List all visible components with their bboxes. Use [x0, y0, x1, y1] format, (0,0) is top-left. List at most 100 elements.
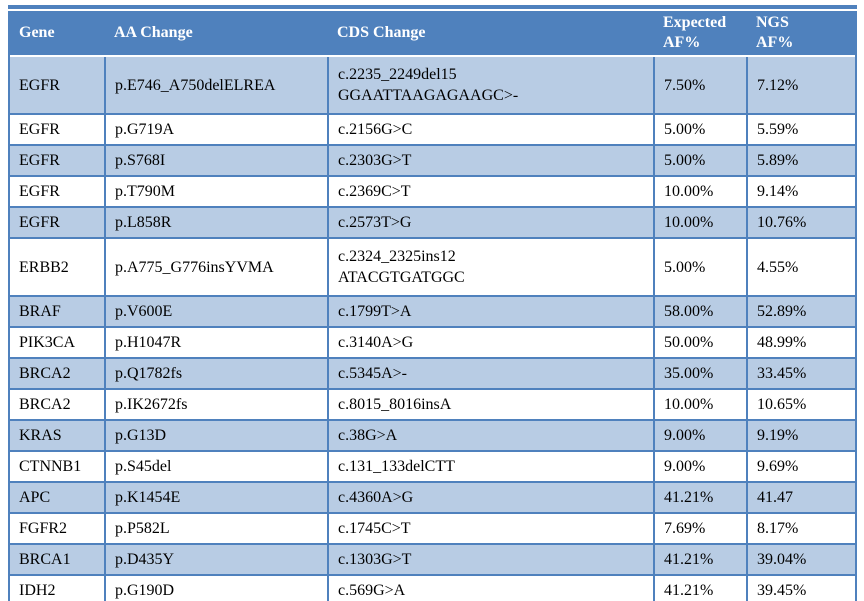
variant-table-frame: Gene AA Change CDS Change Expected AF% N…	[8, 11, 857, 601]
cell-ngs-af: 4.55%	[746, 237, 855, 297]
cell-gene: IDH2	[10, 574, 106, 601]
cell-gene: CTNNB1	[10, 450, 106, 483]
column-header-ngs-af: NGS AF%	[747, 11, 855, 57]
table-row: PIK3CA p.H1047R c.3140A>G 50.00% 48.99%	[10, 326, 855, 359]
cell-expected-af: 9.00%	[653, 450, 748, 483]
table-row: CTNNB1 p.S45del c.131_133delCTT 9.00% 9.…	[10, 450, 855, 483]
cell-aa-change: p.V600E	[104, 295, 329, 328]
cell-ngs-af: 10.76%	[746, 206, 855, 239]
column-header-expected-af: Expected AF%	[654, 11, 747, 57]
table-header: Gene AA Change CDS Change Expected AF% N…	[10, 11, 855, 57]
cell-cds-change: c.2324_2325ins12 ATACGTGATGGC	[327, 237, 655, 297]
column-header-cds-change: CDS Change	[328, 11, 654, 57]
cell-aa-change: p.S768I	[104, 144, 329, 177]
cell-cds-change: c.2156G>C	[327, 113, 655, 146]
cell-ngs-af: 5.89%	[746, 144, 855, 177]
cell-cds-change: c.38G>A	[327, 419, 655, 452]
cell-aa-change: p.S45del	[104, 450, 329, 483]
table-row: EGFR p.L858R c.2573T>G 10.00% 10.76%	[10, 206, 855, 239]
cell-aa-change: p.IK2672fs	[104, 388, 329, 421]
cell-expected-af: 58.00%	[653, 295, 748, 328]
cell-aa-change: p.A775_G776insYVMA	[104, 237, 329, 297]
cell-ngs-af: 33.45%	[746, 357, 855, 390]
table-row: EGFR p.G719A c.2156G>C 5.00% 5.59%	[10, 113, 855, 146]
cell-expected-af: 41.21%	[653, 574, 748, 601]
cell-cds-change: c.1303G>T	[327, 543, 655, 576]
table-row: APC p.K1454E c.4360A>G 41.21% 41.47	[10, 481, 855, 514]
cell-ngs-af: 8.17%	[746, 512, 855, 545]
cell-gene: BRCA2	[10, 357, 106, 390]
cell-cds-change: c.8015_8016insA	[327, 388, 655, 421]
cell-gene: KRAS	[10, 419, 106, 452]
cell-ngs-af: 10.65%	[746, 388, 855, 421]
table-row: ERBB2 p.A775_G776insYVMA c.2324_2325ins1…	[10, 237, 855, 297]
cell-gene: APC	[10, 481, 106, 514]
table-row: EGFR p.S768I c.2303G>T 5.00% 5.89%	[10, 144, 855, 177]
cell-aa-change: p.E746_A750delELREA	[104, 56, 329, 115]
cell-gene: EGFR	[10, 206, 106, 239]
cell-expected-af: 5.00%	[653, 144, 748, 177]
cell-expected-af: 35.00%	[653, 357, 748, 390]
cell-expected-af: 10.00%	[653, 175, 748, 208]
table-row: EGFR p.T790M c.2369C>T 10.00% 9.14%	[10, 175, 855, 208]
cell-cds-change: c.1799T>A	[327, 295, 655, 328]
cell-cds-change: c.3140A>G	[327, 326, 655, 359]
cell-cds-change: c.2369C>T	[327, 175, 655, 208]
cell-expected-af: 41.21%	[653, 481, 748, 514]
table-row: BRCA2 p.IK2672fs c.8015_8016insA 10.00% …	[10, 388, 855, 421]
cell-ngs-af: 48.99%	[746, 326, 855, 359]
table-row: BRCA1 p.D435Y c.1303G>T 41.21% 39.04%	[10, 543, 855, 576]
cell-ngs-af: 7.12%	[746, 56, 855, 115]
cell-aa-change: p.G190D	[104, 574, 329, 601]
table-row: EGFR p.E746_A750delELREA c.2235_2249del1…	[10, 56, 855, 115]
cell-expected-af: 41.21%	[653, 543, 748, 576]
table-row: KRAS p.G13D c.38G>A 9.00% 9.19%	[10, 419, 855, 452]
cell-expected-af: 7.50%	[653, 56, 748, 115]
table-row: FGFR2 p.P582L c.1745C>T 7.69% 8.17%	[10, 512, 855, 545]
cell-ngs-af: 9.19%	[746, 419, 855, 452]
column-header-aa-change: AA Change	[105, 11, 328, 57]
cell-expected-af: 9.00%	[653, 419, 748, 452]
cell-cds-change: c.569G>A	[327, 574, 655, 601]
variant-table: Gene AA Change CDS Change Expected AF% N…	[10, 11, 855, 601]
cell-ngs-af: 9.14%	[746, 175, 855, 208]
cell-gene: EGFR	[10, 56, 106, 115]
cell-expected-af: 7.69%	[653, 512, 748, 545]
cell-aa-change: p.P582L	[104, 512, 329, 545]
cell-ngs-af: 39.04%	[746, 543, 855, 576]
cell-cds-change: c.4360A>G	[327, 481, 655, 514]
cell-ngs-af: 41.47	[746, 481, 855, 514]
cell-ngs-af: 9.69%	[746, 450, 855, 483]
cell-expected-af: 5.00%	[653, 237, 748, 297]
cell-gene: EGFR	[10, 175, 106, 208]
column-header-gene: Gene	[10, 11, 105, 57]
cell-gene: BRCA2	[10, 388, 106, 421]
cell-ngs-af: 52.89%	[746, 295, 855, 328]
cell-aa-change: p.Q1782fs	[104, 357, 329, 390]
cell-gene: BRAF	[10, 295, 106, 328]
cell-cds-change: c.5345A>-	[327, 357, 655, 390]
cell-aa-change: p.T790M	[104, 175, 329, 208]
cell-gene: ERBB2	[10, 237, 106, 297]
cell-gene: EGFR	[10, 144, 106, 177]
cell-aa-change: p.K1454E	[104, 481, 329, 514]
cell-cds-change: c.131_133delCTT	[327, 450, 655, 483]
cell-aa-change: p.G13D	[104, 419, 329, 452]
table-row: IDH2 p.G190D c.569G>A 41.21% 39.45%	[10, 574, 855, 601]
cell-gene: FGFR2	[10, 512, 106, 545]
cell-expected-af: 10.00%	[653, 388, 748, 421]
cell-aa-change: p.L858R	[104, 206, 329, 239]
variant-table-container: Gene AA Change CDS Change Expected AF% N…	[8, 5, 857, 601]
cell-ngs-af: 39.45%	[746, 574, 855, 601]
cell-gene: PIK3CA	[10, 326, 106, 359]
cell-expected-af: 5.00%	[653, 113, 748, 146]
cell-gene: BRCA1	[10, 543, 106, 576]
cell-cds-change: c.1745C>T	[327, 512, 655, 545]
cell-aa-change: p.H1047R	[104, 326, 329, 359]
cell-aa-change: p.G719A	[104, 113, 329, 146]
cell-cds-change: c.2235_2249del15 GGAATTAAGAGAAGC>-	[327, 56, 655, 115]
cell-expected-af: 10.00%	[653, 206, 748, 239]
table-top-border	[8, 5, 857, 9]
table-row: BRAF p.V600E c.1799T>A 58.00% 52.89%	[10, 295, 855, 328]
